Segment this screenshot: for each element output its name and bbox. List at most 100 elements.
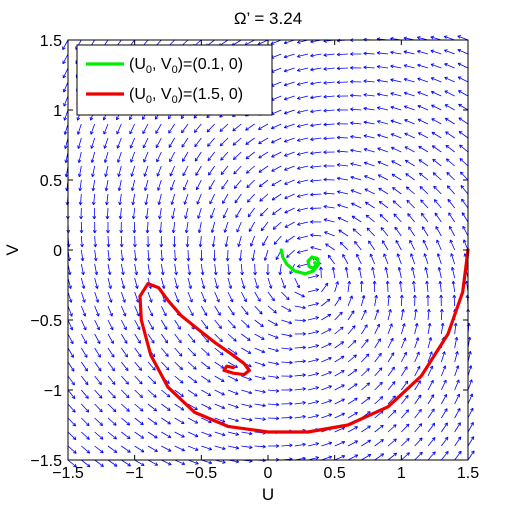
field-arrow [426,308,431,321]
field-arrow [427,337,433,349]
field-arrow [259,207,269,217]
field-arrow [347,325,356,335]
field-arrow [427,351,433,363]
field-arrow [430,63,442,69]
field-arrow [414,365,421,377]
field-arrow [336,108,349,112]
field-arrow [182,165,189,177]
field-arrow [297,123,309,128]
field-arrow [267,277,273,289]
field-arrow [254,389,266,394]
field-arrow [81,459,91,468]
field-arrow [201,333,210,343]
field-arrow [103,123,109,135]
field-arrow [187,389,198,397]
field-arrow [267,333,279,339]
field-arrow [307,414,319,419]
field-arrow [219,137,229,147]
field-arrow [323,53,335,57]
y-tick-label: −0.5 [30,313,62,330]
field-arrow [444,63,455,69]
field-arrow [454,422,461,433]
field-arrow [410,267,416,279]
field-arrow [254,277,259,289]
x-tick-label: 0.5 [324,465,346,482]
field-arrow [363,134,375,139]
field-arrow [227,263,231,276]
field-arrow [297,207,309,212]
field-arrow [323,67,335,71]
field-arrow [408,226,416,237]
field-arrow [245,137,255,145]
field-arrow [147,431,158,439]
field-arrow [195,179,202,191]
field-arrow [347,339,357,349]
field-arrow [67,319,74,331]
field-arrow [130,179,136,191]
field-arrow [107,305,113,317]
field-arrow [92,207,97,220]
field-arrow [430,49,442,55]
field-arrow [225,249,230,262]
field-arrow [440,408,448,419]
field-arrow [67,403,76,413]
field-arrow [401,409,410,419]
field-arrow [78,193,83,206]
field-arrow [461,198,469,209]
field-arrow [465,294,470,307]
field-arrow [144,207,149,220]
field-arrow [117,179,122,192]
field-arrow [294,387,306,391]
field-arrow [387,352,395,363]
field-arrow [356,253,362,265]
field-arrow [107,249,111,262]
field-arrow [267,402,280,407]
field-arrow [240,263,244,276]
field-arrow [272,221,282,230]
field-arrow [383,253,389,265]
field-arrow [459,158,469,167]
field-arrow [297,165,309,170]
field-arrow [443,35,455,41]
field-arrow [156,179,162,191]
field-arrow [450,267,456,279]
field-arrow [263,249,269,261]
field-arrow [395,239,402,251]
field-arrow [351,215,362,223]
field-arrow [171,221,176,234]
field-arrow [134,305,140,317]
field-arrow [241,347,252,354]
field-arrow [168,123,176,134]
field-arrow [401,437,410,447]
field-arrow [201,347,210,356]
x-axis-label: U [262,485,274,504]
field-arrow [436,239,442,251]
field-arrow [182,151,189,162]
field-arrow [281,443,293,448]
field-arrow [323,80,335,85]
field-arrow [454,393,461,405]
field-arrow [384,266,389,279]
field-arrow [407,213,415,223]
field-arrow [120,305,127,317]
field-arrow [267,416,280,421]
field-arrow [437,267,442,279]
field-arrow [94,291,100,303]
field-arrow [161,361,170,371]
field-arrow [419,186,429,195]
field-arrow [270,95,282,102]
field-arrow [363,161,375,167]
field-arrow [394,226,402,237]
field-arrow [310,165,322,169]
field-arrow [387,323,393,335]
field-arrow [434,212,442,223]
field-arrow [323,191,335,196]
field-arrow [433,185,442,195]
field-arrow [134,389,143,398]
field-arrow [338,229,349,237]
field-arrow [63,109,69,121]
field-arrow [361,439,371,447]
field-arrow [369,253,376,265]
field-arrow [400,323,406,335]
field-arrow [377,160,389,167]
